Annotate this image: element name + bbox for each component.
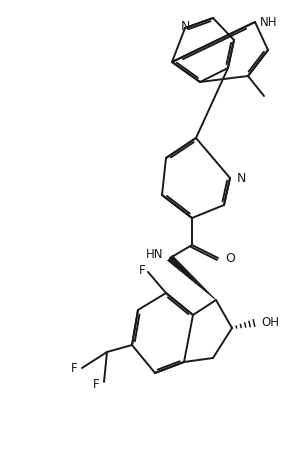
Text: F: F bbox=[138, 263, 145, 277]
Text: NH: NH bbox=[260, 16, 278, 28]
Polygon shape bbox=[168, 255, 216, 300]
Text: O: O bbox=[225, 253, 235, 265]
Text: F: F bbox=[71, 362, 78, 374]
Text: OH: OH bbox=[261, 317, 279, 329]
Text: HN: HN bbox=[146, 248, 163, 261]
Text: N: N bbox=[180, 20, 190, 34]
Text: N: N bbox=[237, 171, 246, 185]
Text: F: F bbox=[93, 378, 100, 390]
